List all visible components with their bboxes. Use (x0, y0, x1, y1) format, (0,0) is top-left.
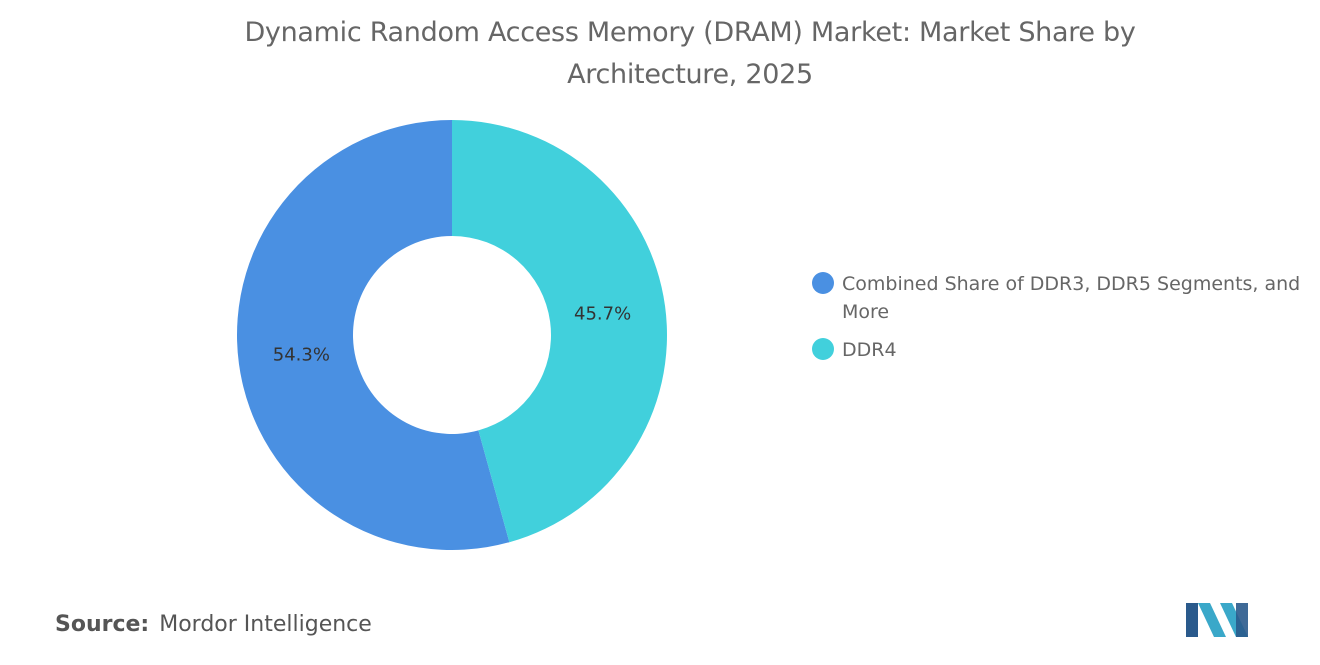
legend-label: Combined Share of DDR3, DDR5 Segments, a… (842, 273, 1301, 323)
source-text: Mordor Intelligence (159, 612, 372, 637)
source: Source: Mordor Intelligence (55, 612, 372, 637)
legend-swatch (812, 338, 834, 360)
donut-slice (452, 120, 667, 543)
legend-item: Combined Share of DDR3, DDR5 Segments, a… (812, 270, 1302, 326)
legend-item: DDR4 (812, 336, 1302, 364)
slice-label: 45.7% (574, 304, 631, 325)
legend-swatch (812, 272, 834, 294)
slice-label: 54.3% (273, 344, 330, 365)
source-label: Source: (55, 612, 150, 637)
logo (1186, 603, 1248, 637)
donut-slice (236, 120, 510, 551)
legend-label: DDR4 (842, 339, 897, 361)
legend: Combined Share of DDR3, DDR5 Segments, a… (812, 270, 1302, 374)
chart-title: Dynamic Random Access Memory (DRAM) Mark… (244, 17, 1136, 90)
